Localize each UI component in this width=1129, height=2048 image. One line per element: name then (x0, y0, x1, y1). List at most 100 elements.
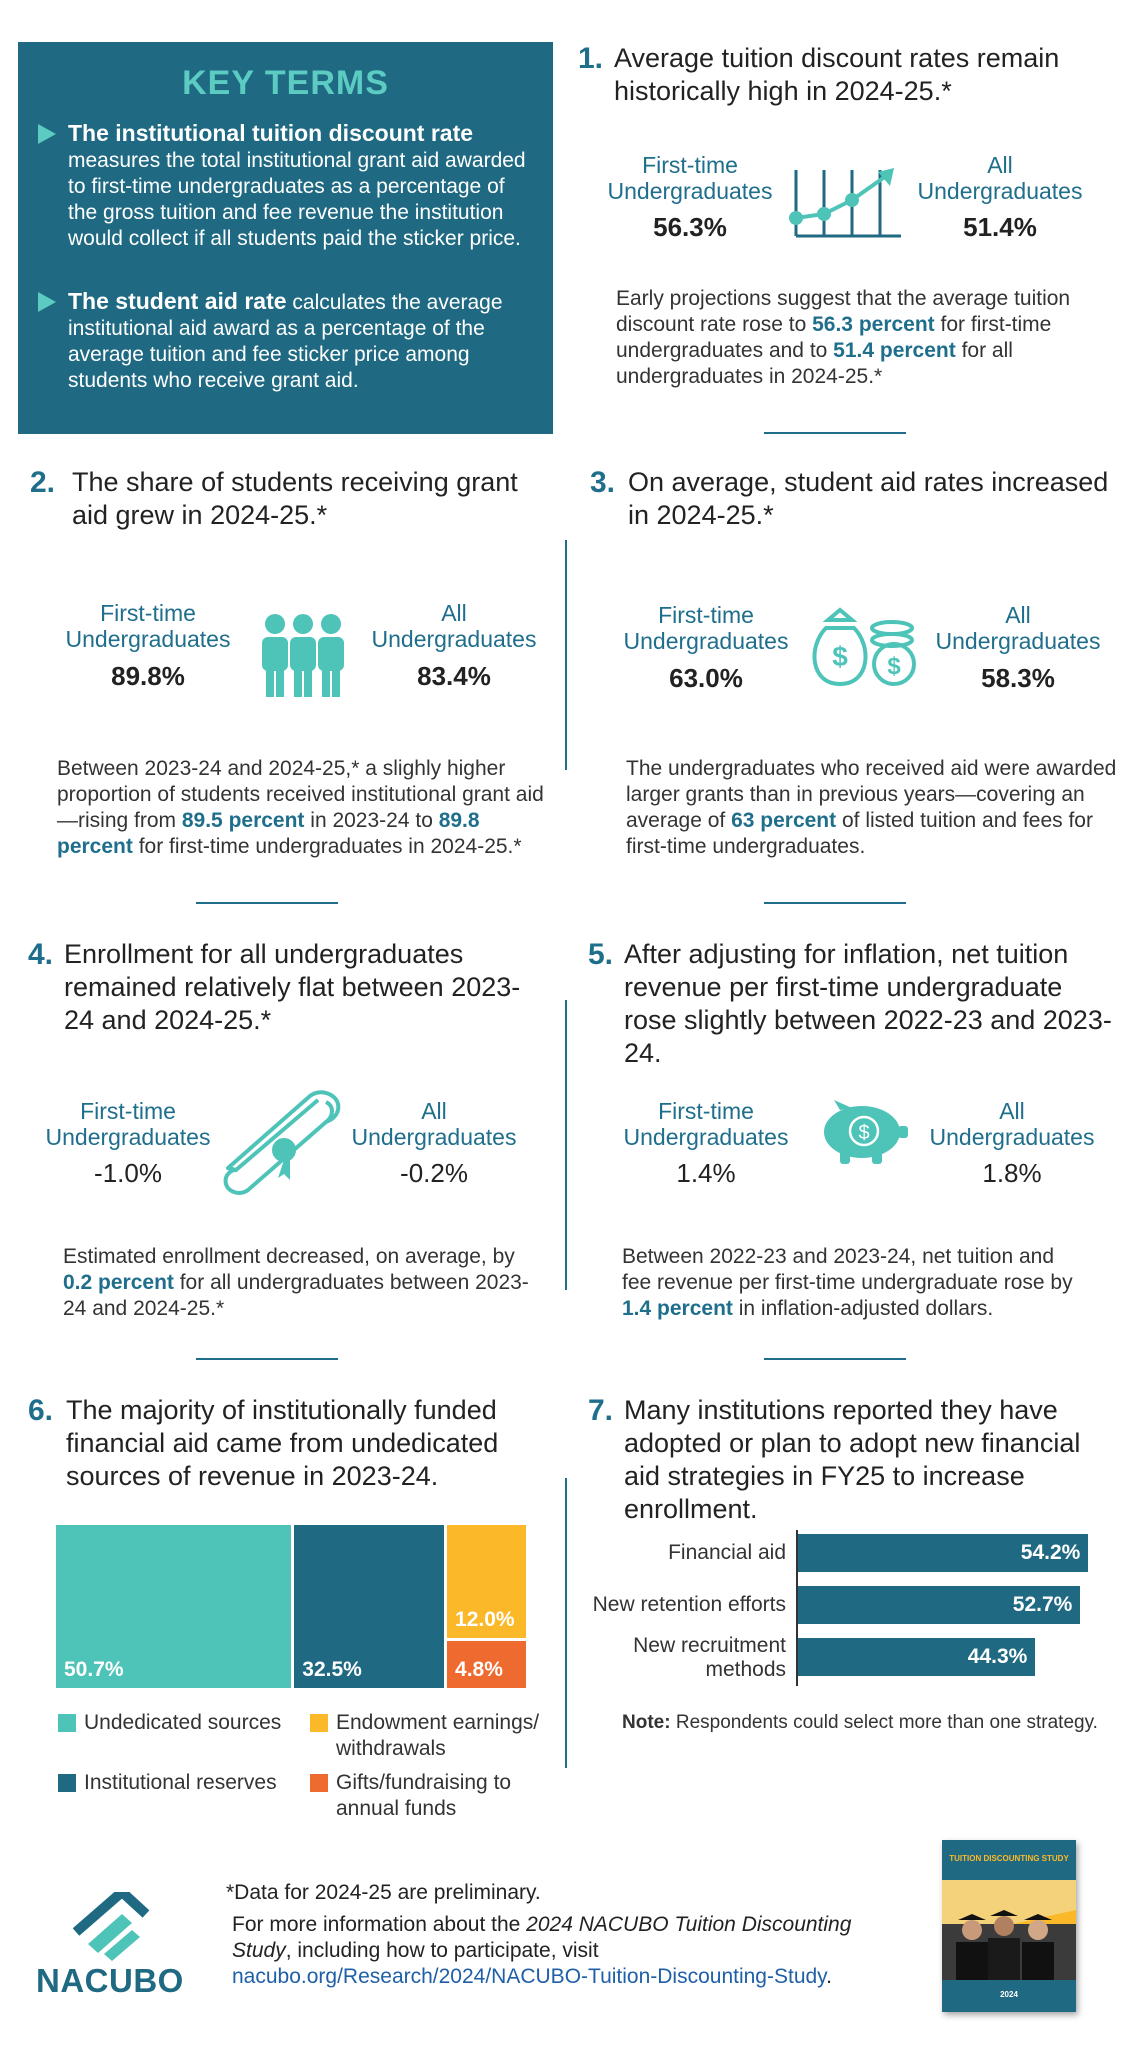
column-divider (565, 1478, 567, 1768)
column-divider (565, 1000, 567, 1290)
all-label: All Undergraduates (935, 602, 1101, 654)
bar-segment: 50.7% (56, 1525, 292, 1688)
all-label: All Undergraduates (929, 1098, 1095, 1150)
nacubo-logo-mark-icon (72, 1887, 150, 1961)
legend-swatch (58, 1714, 76, 1732)
section-number: 6. (28, 1394, 54, 1427)
legend-item-gifts: Gifts/fundraising to annual funds (310, 1770, 560, 1822)
section-4-body: Estimated enrollment decreased, on avera… (63, 1245, 529, 1320)
first-time-value: -1.0% (94, 1158, 162, 1188)
first-time-value: 56.3% (653, 212, 727, 242)
section-number: 3. (590, 466, 616, 499)
key-term-discount-rate: The institutional tuition discount rate m… (38, 120, 538, 252)
strategy-bar-chart: Financial aid 54.2% New retention efforts 5… (560, 1530, 1100, 1690)
section-5-body: Between 2022-23 and 2023-24, net tuition… (622, 1245, 1073, 1320)
bar: 52.7% (798, 1586, 1081, 1624)
section-7-header: 7. Many institutions reported they have … (588, 1394, 1118, 1526)
first-time-label: First-time Undergraduates (45, 1098, 211, 1150)
section-number: 2. (30, 466, 56, 499)
legend-label: Institutional reserves (84, 1771, 277, 1794)
section-2-body: Between 2023-24 and 2024-25,* a slighly … (57, 757, 544, 858)
cover-graduates-image-icon (942, 1880, 1076, 1980)
data-label: 4.8% (455, 1657, 503, 1681)
rising-chart-icon (786, 160, 906, 245)
stacked-funding-chart: 50.7% 32.5% 12.0% 4.8% (56, 1525, 526, 1688)
key-term-name: The student aid rate (68, 288, 287, 314)
all-label: All Undergraduates (917, 152, 1083, 204)
triangle-bullet-icon (38, 124, 56, 144)
money-bag-coins-icon: $ $ (806, 606, 918, 695)
section-3-header: 3. On average, student aid rates increas… (590, 466, 1110, 532)
column-divider (565, 540, 567, 770)
key-term-definition: calculates the average institutional aid… (68, 291, 503, 392)
all-label: All Undergraduates (351, 1098, 517, 1150)
divider (764, 1358, 906, 1360)
divider (764, 902, 906, 904)
legend-item-undedicated: Undedicated sources (58, 1710, 308, 1736)
first-time-label: First-time Undergraduates (623, 602, 789, 654)
key-terms-title: KEY TERMS (182, 64, 389, 102)
divider (196, 902, 338, 904)
bar-segment: 32.5% (294, 1525, 445, 1688)
legend-label: Endowment earnings/ withdrawals (336, 1711, 540, 1760)
legend-swatch (58, 1774, 76, 1792)
section-1-body: Early projections suggest that the avera… (616, 287, 1071, 388)
section-2-header: 2. The share of students receiving grant… (30, 466, 550, 532)
report-cover-thumbnail: TUITION DISCOUNTING STUDY 2024 (942, 1840, 1076, 2012)
legend-swatch (310, 1714, 328, 1732)
data-label: 52.7% (1012, 1593, 1073, 1616)
first-time-label: First-time Undergraduates (623, 1098, 789, 1150)
cover-title: TUITION DISCOUNTING STUDY (949, 1854, 1069, 1863)
all-value: -0.2% (400, 1158, 468, 1188)
section-3-body: The undergraduates who received aid were… (626, 757, 1117, 858)
key-term-definition: measures the total institutional grant a… (68, 149, 526, 250)
section-title: Many institutions reported they have ado… (624, 1395, 1081, 1524)
bar-category-label: New recruitment methods (633, 1634, 786, 1681)
study-link[interactable]: nacubo.org/Research/2024/NACUBO-Tuition-… (232, 1965, 827, 1988)
data-label: 54.2% (1020, 1541, 1081, 1564)
logo-text: NACUBO (36, 1962, 184, 1999)
first-time-value: 1.4% (676, 1158, 736, 1188)
section-4-header: 4. Enrollment for all undergraduates rem… (28, 938, 548, 1037)
triangle-bullet-icon (38, 292, 56, 312)
section-title: The majority of institutionally funded f… (66, 1395, 499, 1491)
preliminary-note: *Data for 2024-25 are preliminary. (226, 1881, 541, 1904)
bar-category-label: New retention efforts (592, 1593, 786, 1616)
first-time-value: 63.0% (669, 663, 743, 693)
section-title: Enrollment for all undergraduates remain… (64, 939, 521, 1035)
nacubo-logo: NACUBO (36, 1887, 183, 1999)
legend-item-reserves: Institutional reserves (58, 1770, 308, 1796)
all-label: All Undergraduates (371, 600, 537, 652)
bar-segment: 12.0% (447, 1525, 526, 1639)
bar: 54.2% (798, 1534, 1089, 1572)
piggy-bank-icon: $ (818, 1100, 910, 1171)
section-title: Average tuition discount rates remain hi… (614, 43, 1060, 106)
key-term-name: The institutional tuition discount rate (68, 120, 474, 146)
section-1-header: 1. Average tuition discount rates remain… (578, 42, 1098, 108)
all-value: 83.4% (417, 661, 491, 691)
section-number: 1. (578, 42, 604, 75)
chart-note: Note: Respondents could select more than… (622, 1712, 1098, 1733)
chart-axis (796, 1530, 798, 1686)
section-number: 7. (588, 1394, 614, 1427)
divider (764, 432, 906, 434)
all-value: 1.8% (982, 1158, 1042, 1188)
data-label: 32.5% (302, 1658, 362, 1681)
section-number: 5. (588, 938, 614, 971)
section-title: The share of students receiving grant ai… (72, 467, 518, 530)
bar: 44.3% (798, 1638, 1036, 1676)
diploma-icon (222, 1088, 348, 1203)
svg-text:$: $ (832, 641, 848, 672)
section-title: After adjusting for inflation, net tuiti… (624, 939, 1112, 1068)
first-time-label: First-time Undergraduates (65, 600, 231, 652)
svg-text:$: $ (887, 653, 901, 680)
bar-segment: 4.8% (447, 1641, 526, 1688)
section-title: On average, student aid rates increased … (628, 467, 1109, 530)
legend-item-endowment: Endowment earnings/ withdrawals (310, 1710, 560, 1762)
key-terms-box: KEY TERMS The institutional tuition disc… (18, 42, 553, 434)
section-number: 4. (28, 938, 54, 971)
legend-swatch (310, 1774, 328, 1792)
bar-category-label: Financial aid (668, 1541, 786, 1564)
svg-text:$: $ (858, 1122, 869, 1144)
divider (196, 1358, 338, 1360)
